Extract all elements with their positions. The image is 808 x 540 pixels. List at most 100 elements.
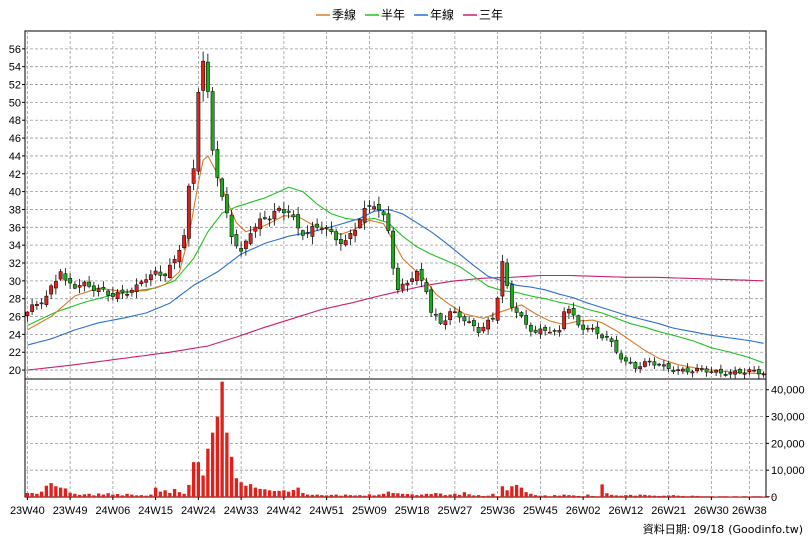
x-tick-label: 25W45 [523,505,558,517]
volume-bar [367,494,372,497]
candle-down [315,223,320,228]
candle-up [714,369,719,373]
x-tick-label: 24W42 [266,505,301,517]
volume-bar [163,490,167,497]
candle-down [671,369,676,372]
candle-up [191,168,196,184]
volume-bar [481,495,486,497]
candle-down [101,287,106,290]
volume-bar [771,496,775,497]
candle-down [367,205,372,207]
grid [25,31,766,497]
candle-up [82,281,87,287]
x-tick-label: 24W51 [309,505,344,517]
x-tick-label: 26W30 [694,505,729,517]
volume-bar [286,491,291,497]
volume-bar [666,495,671,497]
candle-up [452,311,457,314]
volume-bar [125,493,129,497]
candle-up [742,372,747,375]
candle-down [87,281,92,287]
candle-down [210,91,215,151]
volume-bar [244,485,248,497]
volume-bar [695,495,699,497]
candle-down [334,231,339,241]
candle-down [72,284,77,289]
volume-bar [25,492,30,497]
volume-bar [595,496,600,497]
candle-up [134,284,139,292]
candle-up [248,233,253,244]
candle-up [125,294,130,296]
candle-down [68,278,73,284]
volume-bar [201,475,205,497]
volume-bar [448,494,452,497]
candle-up [186,185,191,239]
volume-bar [400,493,405,497]
candle-down [509,284,514,308]
volume-bar [723,496,728,497]
candle-up [448,311,453,321]
candle-up [761,373,766,376]
candle-down [419,268,424,281]
volume-bar [139,495,144,497]
volume-bar [92,495,96,497]
volume-bar [533,495,538,497]
source-site: (Goodinfo.tw) [728,523,803,536]
source-date-label: 資料日期: [643,522,691,536]
volume-bar [320,495,324,497]
volume-bar [377,494,381,497]
price-tick-label: 32 [9,258,21,270]
candle-down [338,239,343,244]
candle-down [604,335,609,338]
candle-up [53,281,58,289]
candle-up [467,321,472,323]
candle-up [267,218,272,221]
candle-down [429,289,434,313]
x-tick-label: 26W12 [608,505,643,517]
volume-bar [396,493,400,497]
ma-line-quarter [27,155,764,375]
candle-up [690,371,695,374]
candle-up [647,360,652,363]
candle-down [300,230,305,236]
candle-up [343,240,348,246]
candle-up [153,270,158,275]
volume-bar [54,486,58,497]
candle-up [115,291,120,299]
volume-bar [210,432,215,497]
volume-bar [35,493,39,497]
volume-bar [182,493,186,497]
candle-up [638,366,643,370]
candle-up [258,218,263,230]
volume-bar [429,494,433,497]
candle-down [457,311,462,318]
candle-up [353,230,358,236]
candle-down [386,213,391,231]
candle-up [362,208,367,223]
x-tick-label: 23W49 [53,505,88,517]
candle-up [319,228,324,230]
candle-up [49,285,54,295]
volume-bar [206,448,210,497]
candle-down [533,329,538,333]
x-tick-label: 26W21 [651,505,686,517]
volume-bar [324,495,329,497]
volume-bar [681,495,685,497]
volume-bar [514,484,519,497]
candle-up [25,311,30,316]
price-tick-label: 22 [9,347,21,359]
volume-bar [685,496,690,497]
candle-down [628,361,633,364]
candle-down [524,315,529,325]
candlesticks [25,51,766,379]
candle-up [129,289,134,293]
candle-down [609,338,614,343]
volume-bar [82,494,87,497]
candle-down [685,367,690,373]
volume-bar [690,495,695,497]
price-tick-label: 48 [9,115,21,127]
price-tick-label: 52 [9,80,21,92]
candle-down [220,178,225,197]
